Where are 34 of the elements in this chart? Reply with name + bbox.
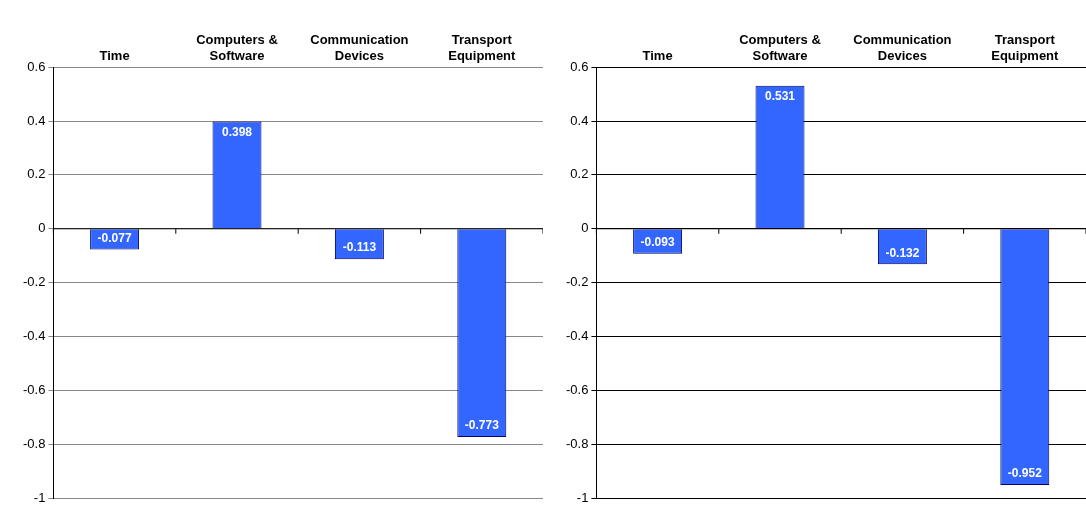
data-label: -0.113 [342, 240, 377, 255]
x-tick-label: Communication Devices [310, 32, 409, 63]
x-tick-label: Time [99, 47, 130, 63]
y-tick-label: -0.8 [565, 435, 589, 451]
y-tick-label: 0.6 [27, 58, 46, 74]
y-tick-label: -0.6 [22, 381, 46, 397]
y-tick-label: -1 [33, 489, 46, 505]
data-label: -0.952 [1007, 466, 1043, 481]
data-label: -0.132 [885, 245, 920, 260]
y-tick-label: 0.2 [570, 166, 589, 182]
data-label: 0.531 [764, 89, 796, 104]
y-tick-label: -0.2 [565, 274, 589, 290]
y-tick-label: 0.2 [27, 166, 46, 182]
x-tick-label: Computers & Software [196, 32, 278, 63]
data-label: 0.398 [221, 124, 253, 139]
y-tick-label: 0 [38, 220, 46, 236]
y-tick-label: -0.4 [22, 328, 46, 344]
data-label: -0.093 [640, 235, 675, 250]
data-label: -0.773 [464, 418, 500, 433]
y-tick-label: -0.6 [565, 381, 589, 397]
data-label: -0.077 [97, 230, 132, 245]
y-tick-label: 0.4 [570, 112, 589, 128]
x-tick-label: Time [642, 47, 673, 63]
x-tick-label: Computers & Software [739, 32, 821, 63]
y-tick-label: -0.8 [22, 435, 46, 451]
x-tick-label: Communication Devices [853, 32, 952, 63]
y-tick-label: 0.6 [570, 58, 589, 74]
x-tick-label: Transport Equipment [991, 32, 1060, 63]
y-tick-label: -0.4 [565, 328, 589, 344]
y-tick-label: -1 [576, 489, 589, 505]
x-tick-label: Transport Equipment [448, 32, 517, 63]
y-tick-label: -0.2 [22, 274, 46, 290]
y-tick-label: 0 [581, 220, 589, 236]
y-tick-label: 0.4 [27, 112, 46, 128]
